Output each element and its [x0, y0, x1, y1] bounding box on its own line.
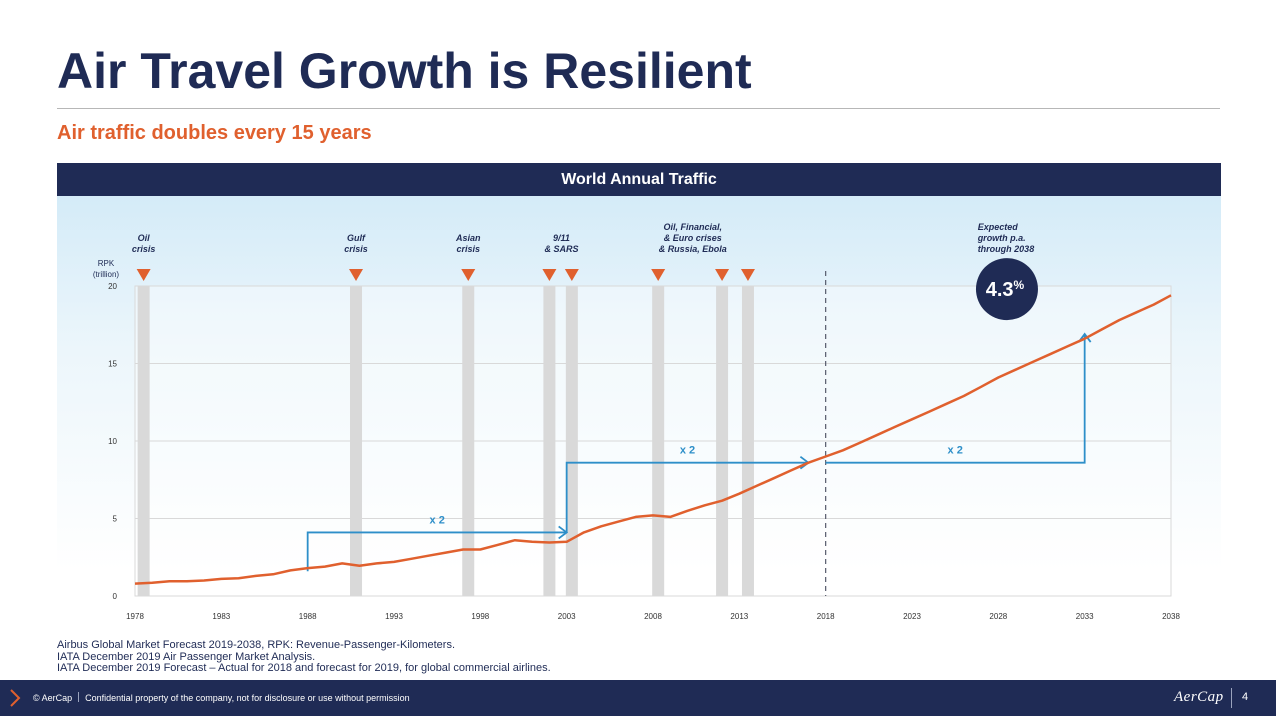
- chevron-right-icon: [10, 689, 21, 707]
- crisis-bar: [565, 286, 578, 596]
- crisis-bar: [652, 286, 665, 596]
- x-tick-label: 1993: [385, 612, 403, 621]
- crisis-label: Gulf crisis: [344, 233, 368, 254]
- x-tick-label: 2018: [817, 612, 835, 621]
- doubling-arrow: [825, 334, 1086, 464]
- doubling-label: x 2: [948, 445, 963, 457]
- x-tick-label: 1988: [299, 612, 317, 621]
- y-tick-label: 20: [108, 282, 117, 291]
- doubling-label: x 2: [430, 514, 445, 526]
- crisis-label: 9/11 & SARS: [544, 233, 578, 254]
- crisis-label: Oil, Financial, & Euro crises & Russia, Eb…: [659, 222, 727, 254]
- footnote-1: Airbus Global Market Forecast 2019-2038,…: [57, 639, 456, 651]
- crisis-marker: [740, 269, 755, 281]
- footnotes: Airbus Global Market Forecast 2019-2038,…: [57, 639, 551, 675]
- crisis-bar: [350, 286, 363, 596]
- x-tick-label: 2008: [644, 612, 662, 621]
- crisis-marker: [461, 269, 476, 281]
- x-tick-label: 2028: [989, 612, 1007, 621]
- footer-text: © AerCap Confidential property of the com…: [33, 692, 410, 703]
- crisis-marker: [564, 269, 579, 281]
- x-tick-label: 2013: [730, 612, 748, 621]
- doubling-label: x 2: [680, 445, 695, 457]
- confidential-notice: Confidential property of the company, no…: [85, 693, 410, 703]
- crisis-marker: [542, 269, 557, 281]
- crisis-bar: [462, 286, 475, 596]
- doubling-arrow: [306, 531, 567, 572]
- doubling-arrow: [565, 461, 809, 533]
- x-tick-label: 1983: [212, 612, 230, 621]
- crisis-label: Oil crisis: [132, 233, 156, 254]
- crisis-marker: [651, 269, 666, 281]
- copyright: © AerCap: [33, 693, 73, 703]
- title-divider: [57, 108, 1220, 109]
- aercap-logo: AerCap: [1174, 689, 1224, 705]
- x-tick-label: 1998: [471, 612, 489, 621]
- page-subtitle: Air traffic doubles every 15 years: [57, 122, 372, 144]
- x-tick-label: 2003: [558, 612, 576, 621]
- footnote-2: IATA December 2019 Air Passenger Market …: [57, 650, 316, 663]
- chart-panel: Oil crisis Gulf crisis Asian crisis 9/11 & SARS…: [57, 196, 1221, 636]
- page-divider: [1231, 688, 1232, 708]
- crisis-bar: [137, 286, 150, 596]
- x-tick-label: 1978: [126, 612, 144, 621]
- crisis-marker: [715, 269, 730, 281]
- footer-bar: © AerCap Confidential property of the com…: [0, 680, 1276, 716]
- crisis-label: Expected growth p.a. through 2038: [977, 222, 1035, 254]
- traffic-chart: Oil crisis Gulf crisis Asian crisis 9/11 & SARS…: [93, 222, 1181, 621]
- page-title: Air Travel Growth is Resilient: [57, 43, 752, 99]
- x-tick-label: 2033: [1076, 612, 1094, 621]
- growth-badge: [975, 258, 1038, 321]
- traffic-line: [134, 294, 1172, 585]
- footer-separator: [78, 692, 80, 702]
- x-tick-label: 2023: [903, 612, 921, 621]
- page-number: 4: [1242, 691, 1249, 703]
- crisis-bar: [741, 286, 754, 596]
- crisis-marker: [136, 269, 151, 281]
- y-tick-label: 0: [113, 592, 118, 601]
- crisis-bar: [543, 286, 556, 596]
- footnote-3: IATA December 2019 Forecast – Actual for…: [57, 662, 551, 674]
- chart-title: World Annual Traffic: [57, 163, 1221, 196]
- x-tick-label: 2038: [1162, 612, 1180, 621]
- y-tick-label: 15: [108, 360, 117, 369]
- y-tick-label: 10: [108, 437, 117, 446]
- crisis-marker: [349, 269, 364, 281]
- crisis-bar: [716, 286, 729, 596]
- y-axis-label: RPK (trillion): [93, 259, 120, 279]
- crisis-label: Asian crisis: [455, 233, 481, 254]
- y-tick-label: 5: [113, 515, 118, 524]
- growth-value: 4.3%: [986, 278, 1025, 301]
